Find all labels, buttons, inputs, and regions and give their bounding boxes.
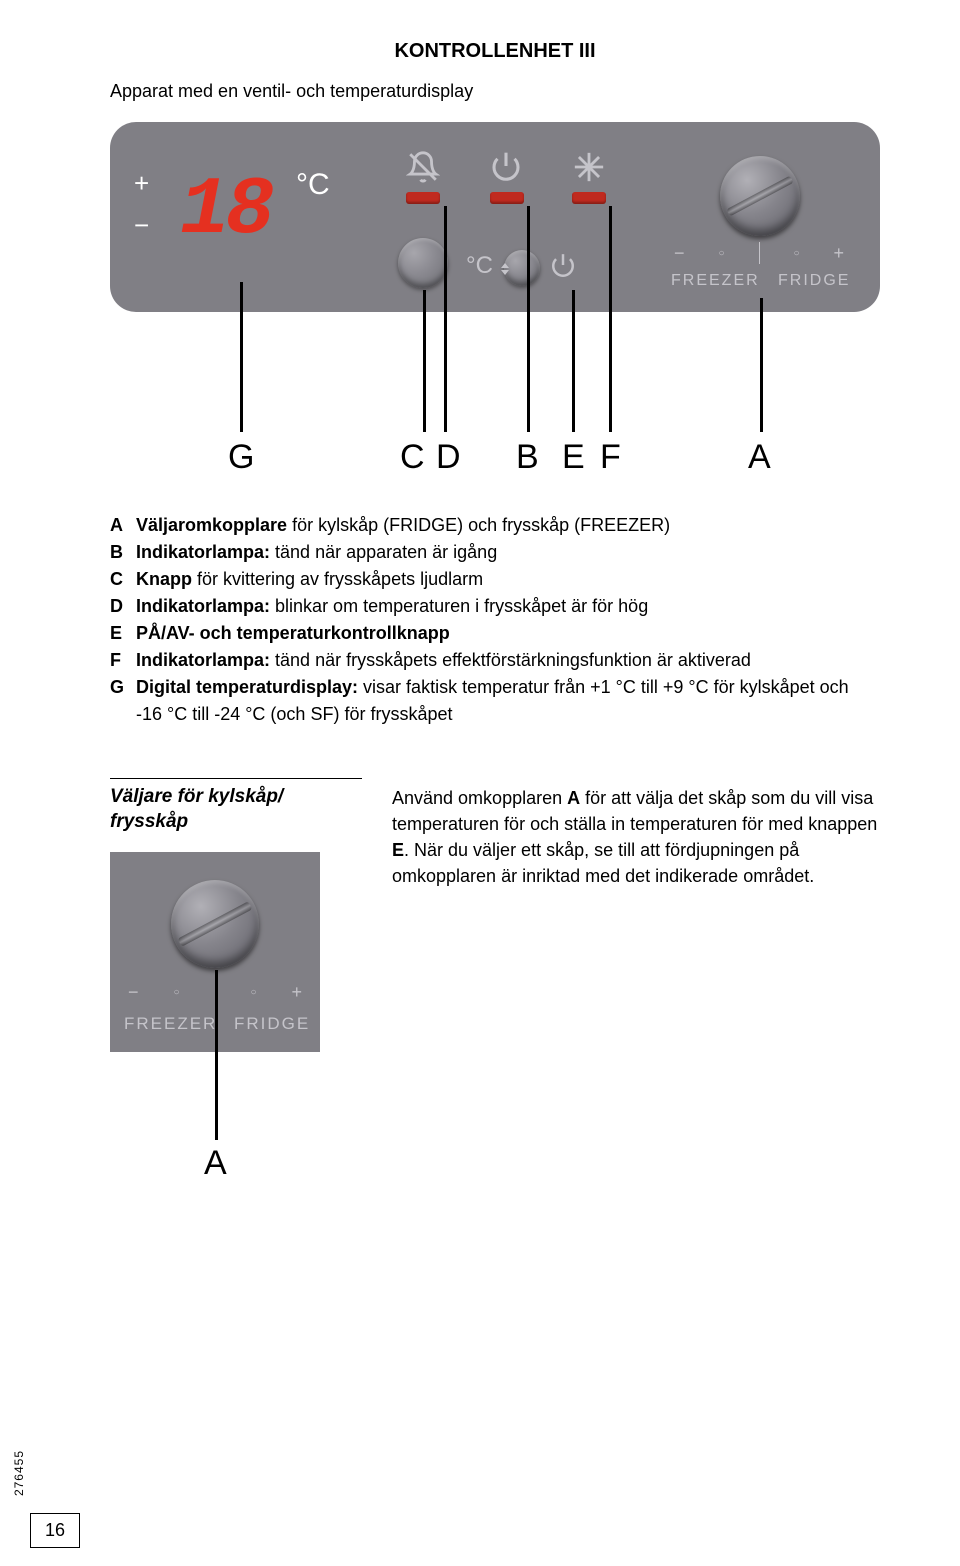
temp-btn-label: °C [466, 252, 510, 280]
temperature-display: 18 [180, 170, 270, 252]
mini-leader [215, 970, 218, 1140]
letter-g: G [228, 438, 254, 477]
minus-icon: − [134, 210, 149, 240]
letter-b: B [516, 438, 539, 477]
fridge-label: FRIDGE [778, 272, 850, 290]
leader-a [760, 298, 763, 432]
button-c [398, 238, 448, 288]
mini-panel-diagram: − ○ ○ + FREEZER FRIDGE A [110, 852, 320, 1182]
letter-a: A [748, 438, 771, 477]
led-f [572, 192, 606, 204]
plus-minus-symbols: + − [134, 170, 149, 238]
letter-e: E [562, 438, 585, 477]
mini-letter-a: A [204, 1144, 227, 1183]
section-heading: Väljare för kylskåp/ frysskåp [110, 785, 362, 834]
leader-f [609, 206, 612, 432]
unit-label: °C [296, 168, 330, 202]
mini-dial [171, 880, 259, 968]
freezer-label: FREEZER [671, 272, 760, 290]
page-number: 16 [30, 1513, 80, 1548]
letter-d: D [436, 438, 461, 477]
leader-b [527, 206, 530, 432]
led-b [490, 192, 524, 204]
led-d [406, 192, 440, 204]
letter-f: F [600, 438, 621, 477]
control-panel-diagram: + − 18 °C [110, 122, 880, 482]
page-title: KONTROLLENHET III [110, 40, 880, 63]
power-icon [490, 150, 522, 187]
side-code: 276455 [12, 1450, 26, 1496]
dial-a [720, 156, 800, 236]
plus-icon: + [134, 170, 149, 196]
leader-g [240, 282, 243, 432]
alarm-off-icon [406, 150, 440, 189]
legend-list: AVäljaromkopplare för kylskåp (FRIDGE) o… [110, 512, 880, 728]
leader-e [572, 290, 575, 432]
section-divider [110, 778, 362, 779]
letter-c: C [400, 438, 425, 477]
mini-freezer-label: FREEZER [124, 1014, 217, 1034]
selector-section: Väljare för kylskåp/ frysskåp − ○ ○ + FR… [110, 785, 880, 1182]
snowflake-icon [572, 150, 606, 189]
dial-scale: − ○ ○ + [674, 242, 844, 264]
leader-c [423, 290, 426, 432]
page-subtitle: Apparat med en ventil- och temperaturdis… [110, 81, 880, 102]
leader-d [444, 206, 447, 432]
mini-fridge-label: FRIDGE [234, 1014, 310, 1034]
power-small-icon [550, 252, 576, 285]
section-body: Använd omkopplaren A för att välja det s… [392, 785, 880, 889]
